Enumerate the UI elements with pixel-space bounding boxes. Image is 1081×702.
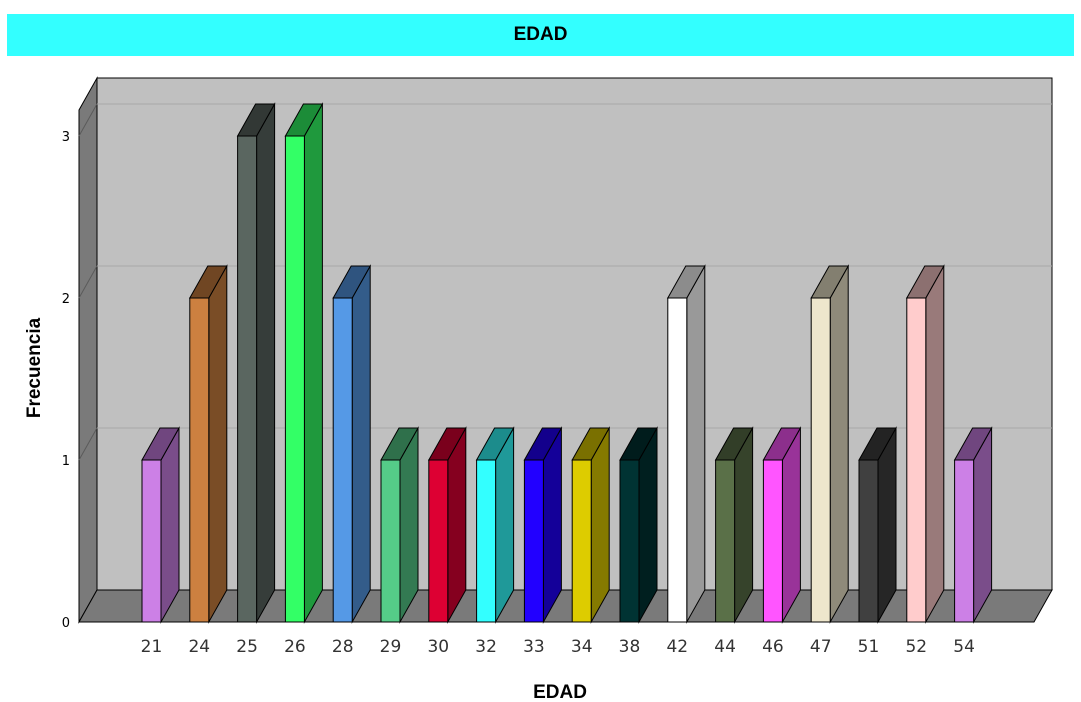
bar-52 (905, 264, 945, 624)
bar-side (925, 264, 945, 624)
gridline-side (78, 265, 98, 299)
chart-floor (78, 589, 1053, 623)
bar-front (571, 459, 592, 623)
bar-side (447, 426, 467, 624)
bar-side (495, 426, 515, 624)
bar-side (256, 102, 276, 624)
bar-side (973, 426, 993, 624)
x-tick-label: 24 (188, 637, 210, 657)
bar-front (380, 459, 401, 623)
bar-side (781, 426, 801, 624)
bar-32 (475, 426, 515, 624)
x-tick-label: 21 (141, 637, 163, 657)
x-tick-label: 42 (666, 637, 688, 657)
bar-side (877, 426, 897, 624)
gridline-side (78, 103, 98, 137)
bar-54 (953, 426, 993, 624)
bar-front (189, 297, 210, 623)
bar-side (686, 264, 706, 624)
x-tick-label: 29 (380, 637, 402, 657)
bar-side (542, 426, 562, 624)
bar-29 (380, 426, 419, 624)
x-tick-label: 38 (619, 637, 641, 657)
bar-21 (141, 426, 180, 624)
bar-24 (188, 264, 228, 624)
bar-26 (284, 102, 324, 624)
bar-51 (858, 426, 897, 624)
bar-42 (666, 264, 706, 624)
x-tick-label: 52 (905, 637, 927, 657)
bar-front (428, 459, 449, 623)
x-tick-label: 28 (332, 637, 354, 657)
x-tick-label: 46 (762, 637, 784, 657)
bar-front (810, 297, 831, 623)
y-tick-label: 2 (62, 292, 70, 307)
chart-side-wall (78, 76, 98, 624)
bar-33 (523, 426, 563, 624)
bar-side (399, 426, 419, 624)
bar-front (523, 459, 544, 623)
bar-46 (762, 426, 802, 624)
x-tick-label: 44 (714, 637, 736, 657)
x-tick-label: 32 (475, 637, 497, 657)
bar-44 (714, 426, 754, 624)
bar-side (351, 264, 371, 624)
x-tick-label: 30 (427, 637, 449, 657)
bar-30 (427, 426, 467, 624)
y-tick-label: 3 (62, 130, 70, 145)
bar-front (715, 459, 736, 623)
bar-side (208, 264, 228, 624)
gridline-side (78, 427, 98, 461)
bar-side (590, 426, 610, 624)
bar-front (284, 135, 305, 623)
bar-front (906, 297, 927, 623)
x-tick-label: 47 (810, 637, 832, 657)
y-tick-label: 0 (62, 616, 70, 631)
x-tick-label: 51 (858, 637, 880, 657)
bar-front (332, 297, 353, 623)
bar-front (237, 135, 258, 623)
bar-front (858, 459, 879, 623)
bar-side (829, 264, 849, 624)
bar-25 (236, 102, 276, 624)
x-tick-label: 54 (953, 637, 975, 657)
bar-38 (619, 426, 658, 624)
bar-side (160, 426, 180, 624)
y-tick-label: 1 (62, 454, 70, 469)
x-axis-title: EDAD (533, 682, 587, 702)
y-axis-title: Frecuencia (24, 317, 45, 418)
chart-title: EDAD (7, 14, 1074, 56)
bar-front (667, 297, 688, 623)
x-tick-label: 26 (284, 637, 306, 657)
x-tick-label: 33 (523, 637, 545, 657)
x-tick-label: 34 (571, 637, 593, 657)
bar-front (762, 459, 783, 623)
bar-front (476, 459, 497, 623)
bar-front (619, 459, 640, 623)
x-tick-label: 25 (236, 637, 258, 657)
bar-front (141, 459, 162, 623)
bar-side (638, 426, 658, 624)
bar-34 (571, 426, 611, 624)
bar-side (734, 426, 754, 624)
bar-47 (810, 264, 850, 624)
bar-28 (332, 264, 372, 624)
bar-side (303, 102, 323, 624)
bar-front (954, 459, 975, 623)
